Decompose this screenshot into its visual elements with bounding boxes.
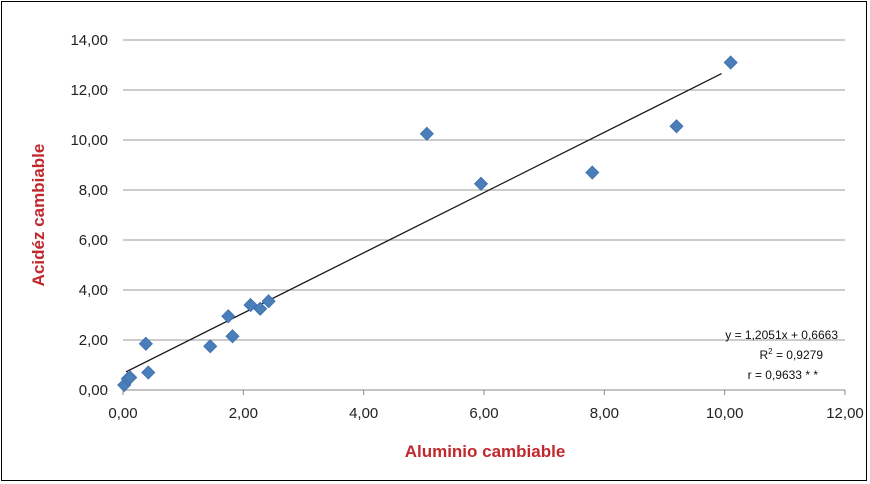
data-point: [222, 310, 235, 323]
y-tick-label: 10,00: [70, 132, 108, 149]
r-squared-label: R2 = 0,9279: [759, 347, 823, 362]
axes: [123, 390, 845, 395]
x-tick-labels: 0,00 2,00 4,00 6,00 8,00 10,00 12,00: [108, 405, 863, 422]
y-tick-label: 14,00: [70, 32, 108, 49]
data-point: [586, 166, 599, 179]
x-tick-label: 8,00: [590, 405, 619, 422]
y-tick-label: 0,00: [79, 382, 108, 399]
y-tick-label: 4,00: [79, 282, 108, 299]
x-tick-label: 6,00: [469, 405, 498, 422]
data-point: [474, 177, 487, 190]
x-tick-label: 4,00: [349, 405, 378, 422]
r-squared-letter: R: [759, 348, 768, 362]
y-tick-labels: 0,00 2,00 4,00 6,00 8,00 10,00 12,00 14,00: [70, 32, 108, 399]
data-point: [139, 337, 152, 350]
x-tick-label: 10,00: [706, 405, 744, 422]
data-point: [204, 340, 217, 353]
data-point: [142, 366, 155, 379]
data-point: [724, 56, 737, 69]
regression-equation: y = 1,2051x + 0,6663: [725, 328, 838, 342]
trendline-layer: [126, 74, 722, 372]
data-point: [670, 120, 683, 133]
y-tick-label: 12,00: [70, 82, 108, 99]
trendline: [126, 74, 722, 372]
y-tick-label: 6,00: [79, 232, 108, 249]
x-axis-title: Aluminio cambiable: [405, 442, 566, 461]
data-points: [118, 56, 737, 392]
y-tick-label: 8,00: [79, 182, 108, 199]
x-tick-label: 0,00: [108, 405, 137, 422]
regression-annotation: y = 1,2051x + 0,6663 R2 = 0,9279 r = 0,9…: [725, 328, 838, 382]
y-tick-label: 2,00: [79, 332, 108, 349]
y-axis-title: Acidéz cambiable: [29, 144, 48, 287]
gridlines: [123, 40, 845, 340]
correlation-coefficient: r = 0,9633 * *: [748, 368, 819, 382]
r-squared-value: = 0,9279: [773, 348, 824, 362]
x-tick-label: 12,00: [826, 405, 864, 422]
data-point: [226, 330, 239, 343]
data-point: [420, 127, 433, 140]
x-tick-label: 2,00: [229, 405, 258, 422]
